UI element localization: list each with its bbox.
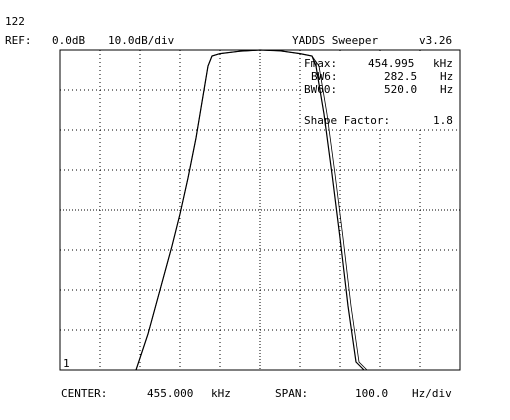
version-label: v3.26 <box>419 34 453 47</box>
span-unit: Hz/div <box>412 387 452 400</box>
bw60-unit: Hz <box>440 83 454 96</box>
app-title: YADDS Sweeper <box>292 34 379 47</box>
bw6-value: 282.5 <box>384 70 418 83</box>
sweep-counter: 122 <box>5 15 25 28</box>
scale-value: 10.0dB/div <box>108 34 175 47</box>
shape-factor-label: Shape Factor: <box>304 114 391 127</box>
trace-number: 1 <box>63 357 70 370</box>
span-value: 100.0 <box>355 387 389 400</box>
ref-value: 0.0dB <box>52 34 86 47</box>
center-unit: kHz <box>211 387 231 400</box>
shape-factor-value: 1.8 <box>433 114 453 127</box>
response-trace-overlay <box>135 49 368 371</box>
ref-label: REF: <box>5 34 32 47</box>
bw60-label: BW60: <box>304 83 338 96</box>
fmax-unit: kHz <box>433 57 453 70</box>
span-label: SPAN: <box>275 387 309 400</box>
fmax-label: Fmax: <box>304 57 338 70</box>
bw6-unit: Hz <box>440 70 454 83</box>
fmax-value: 454.995 <box>368 57 415 70</box>
center-value: 455.000 <box>147 387 194 400</box>
bw6-label: BW6: <box>311 70 338 83</box>
center-label: CENTER: <box>61 387 108 400</box>
bw60-value: 520.0 <box>384 83 418 96</box>
plot-grid <box>60 50 460 370</box>
